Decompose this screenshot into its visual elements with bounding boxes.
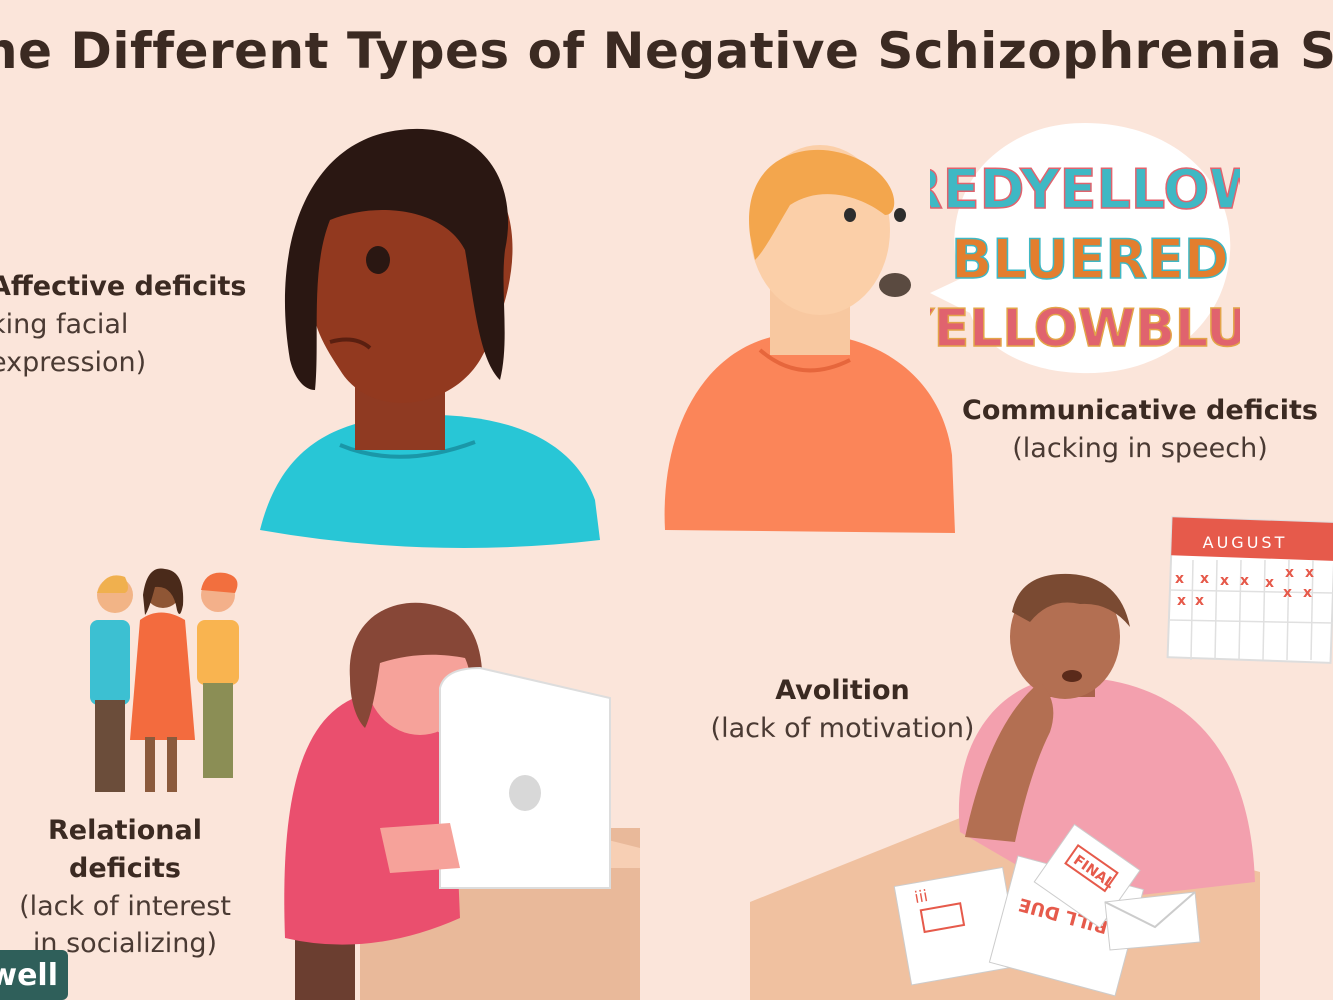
svg-text:x: x xyxy=(1200,571,1209,587)
affective-subtext: king facial expression) xyxy=(0,308,147,378)
communicative-heading: Communicative deficits xyxy=(962,395,1318,426)
bubble-line-2: BLUERED xyxy=(951,228,1229,291)
svg-text:x: x xyxy=(1175,571,1184,587)
page-title: he Different Types of Negative Schizophr… xyxy=(0,22,1333,80)
svg-text:x: x xyxy=(1195,593,1204,609)
relational-heading: Relational deficits xyxy=(48,815,202,884)
paper-marks: iii xyxy=(913,886,929,907)
bubble-line-1: REDYELLOW xyxy=(930,158,1240,221)
avolition-heading: Avolition xyxy=(775,675,910,706)
svg-text:x: x xyxy=(1220,573,1229,589)
communicative-subtext: (lacking in speech) xyxy=(1012,432,1268,464)
svg-text:x: x xyxy=(1285,565,1294,581)
svg-text:x: x xyxy=(1240,573,1249,589)
laptop-woman-illustration xyxy=(284,602,640,1000)
svg-text:x: x xyxy=(1303,585,1312,601)
calendar-month: AUGUST xyxy=(1203,533,1288,552)
avolition-caption: Avolition (lack of motivation) xyxy=(700,672,985,748)
avolition-subtext: (lack of motivation) xyxy=(710,712,975,744)
svg-text:x: x xyxy=(1305,565,1314,581)
group-illustration xyxy=(90,568,239,792)
svg-text:x: x xyxy=(1283,585,1292,601)
communicative-caption: Communicative deficits (lacking in speec… xyxy=(960,392,1320,468)
affective-caption: Affective deficits king facial expressio… xyxy=(0,268,290,381)
man-illustration xyxy=(664,145,955,533)
affective-heading: Affective deficits xyxy=(0,271,247,302)
svg-text:x: x xyxy=(1265,575,1274,591)
relational-caption: Relational deficits (lack of interest in… xyxy=(0,812,260,963)
svg-text:x: x xyxy=(1177,593,1186,609)
relational-subtext-line1: (lack of interest xyxy=(19,890,231,922)
brand-logo: well xyxy=(0,950,68,1000)
desk-man-illustration: iii BILL DUE FINAL xyxy=(750,573,1260,1000)
woman-illustration xyxy=(260,128,600,548)
